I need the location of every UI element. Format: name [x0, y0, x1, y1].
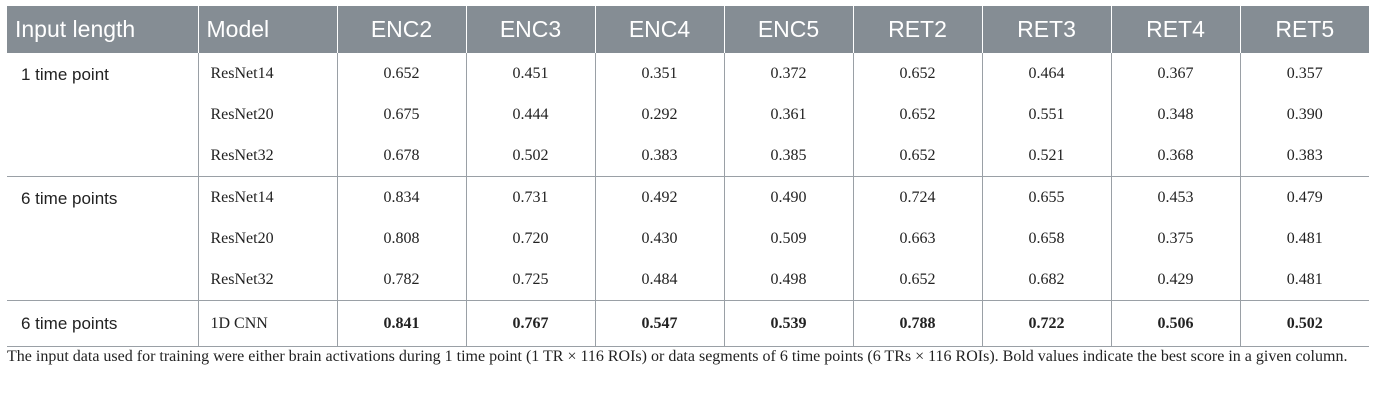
value-cell: 0.725 — [466, 259, 596, 301]
table-row: 1 time point ResNet14 0.652 0.451 0.351 … — [7, 53, 1369, 177]
table-row: ResNet20 0.808 0.720 0.430 0.509 0.663 0… — [7, 218, 1369, 259]
best-value-cell: 0.502 — [1240, 300, 1369, 347]
value-cell: 0.479 — [1240, 176, 1369, 218]
value-cell: 0.490 — [724, 176, 854, 218]
header-enc5: ENC5 — [724, 6, 854, 53]
table-row: ResNet20 0.675 0.444 0.292 0.361 0.652 0… — [7, 94, 1369, 135]
value-cell: 0.658 — [982, 218, 1112, 259]
value-cell: 0.444 — [466, 94, 596, 135]
header-ret4: RET4 — [1111, 6, 1241, 53]
results-table-container: Input length Model ENC2 ENC3 ENC4 ENC5 R… — [7, 6, 1369, 347]
value-cell: 0.372 — [724, 53, 854, 94]
best-value-cell: 0.841 — [337, 300, 467, 347]
table-row: ResNet32 0.678 0.502 0.383 0.385 0.652 0… — [7, 135, 1369, 177]
best-value-cell: 0.506 — [1111, 300, 1241, 347]
header-model: Model — [198, 6, 338, 53]
table-body: 1 time point ResNet14 0.652 0.451 0.351 … — [7, 53, 1369, 347]
model-cell: ResNet32 — [198, 135, 338, 177]
value-cell: 0.682 — [982, 259, 1112, 301]
value-cell: 0.430 — [595, 218, 725, 259]
value-cell: 0.484 — [595, 259, 725, 301]
table-header: Input length Model ENC2 ENC3 ENC4 ENC5 R… — [7, 6, 1369, 53]
value-cell: 0.368 — [1111, 135, 1241, 177]
table-caption: The input data used for training were ei… — [7, 348, 1348, 365]
value-cell: 0.367 — [1111, 53, 1241, 94]
value-cell: 0.481 — [1286, 270, 1323, 288]
header-input-length: Input length — [7, 6, 199, 53]
value-cell: 0.675 — [337, 94, 467, 135]
best-value-cell: 0.539 — [724, 300, 854, 347]
table-row: ResNet32 0.782 0.725 0.484 0.498 0.652 0… — [7, 259, 1369, 301]
value-cell: 0.652 — [853, 135, 983, 177]
header-enc2: ENC2 — [337, 6, 467, 53]
value-cell: 0.834 — [337, 176, 467, 218]
group-label: 1 time point — [7, 53, 199, 177]
model-cell: ResNet32 — [198, 259, 338, 301]
value-cell: 0.731 — [466, 176, 596, 218]
value-cell: 0.451 — [466, 53, 596, 94]
value-cell: 0.453 — [1111, 176, 1241, 218]
table-row: 6 time points ResNet14 0.834 0.731 0.492… — [7, 176, 1369, 301]
model-cell: ResNet20 — [198, 94, 338, 135]
best-value-cell: 0.547 — [595, 300, 725, 347]
best-value-cell: 0.722 — [982, 300, 1112, 347]
value-cell: 0.292 — [595, 94, 725, 135]
value-cell: 0.652 — [853, 259, 983, 301]
best-value-cell: 0.788 — [853, 300, 983, 347]
value-cell: 0.348 — [1111, 94, 1241, 135]
value-cell: 0.724 — [853, 176, 983, 218]
value-cell: 0.429 — [1111, 259, 1241, 301]
model-cell: ResNet20 — [198, 218, 338, 259]
value-cell: 0.385 — [724, 135, 854, 177]
value-cell: 0.652 — [853, 94, 983, 135]
best-value-cell: 0.767 — [466, 300, 596, 347]
value-cell: 0.502 — [466, 135, 596, 177]
value-cell: 0.652 — [853, 53, 983, 94]
model-cell: ResNet14 — [198, 176, 338, 218]
header-enc4: ENC4 — [595, 6, 725, 53]
value-cell: 0.383 — [595, 135, 725, 177]
model-cell: ResNet14 — [198, 53, 338, 94]
value-cell: 0.509 — [724, 218, 854, 259]
value-cell: 0.652 — [337, 53, 467, 94]
value-cell: 0.551 — [982, 94, 1112, 135]
value-cell: 0.481 — [1286, 229, 1323, 247]
value-cell: 0.678 — [337, 135, 467, 177]
value-cell: 0.375 — [1111, 218, 1241, 259]
value-cell: 0.782 — [337, 259, 467, 301]
table-row-best: 6 time points 1D CNN 0.841 0.767 0.547 0… — [7, 300, 1369, 347]
value-cell: 0.357 — [1286, 64, 1323, 82]
value-cell: 0.383 — [1286, 146, 1323, 164]
value-cell: 0.720 — [466, 218, 596, 259]
value-cell: 0.498 — [724, 259, 854, 301]
value-cell: 0.808 — [337, 218, 467, 259]
header-ret2: RET2 — [853, 6, 983, 53]
header-ret5: RET5 — [1240, 6, 1369, 53]
value-cell: 0.655 — [982, 176, 1112, 218]
header-ret3: RET3 — [982, 6, 1112, 53]
value-cell: 0.361 — [724, 94, 854, 135]
value-cell: 0.521 — [982, 135, 1112, 177]
value-cell: 0.351 — [595, 53, 725, 94]
model-cell: 1D CNN — [198, 300, 338, 347]
group-label: 6 time points — [7, 176, 199, 301]
value-cell: 0.663 — [853, 218, 983, 259]
value-cell: 0.492 — [595, 176, 725, 218]
value-cell: 0.464 — [982, 53, 1112, 94]
header-enc3: ENC3 — [466, 6, 596, 53]
group-label: 6 time points — [7, 300, 199, 347]
value-cell: 0.390 — [1286, 105, 1323, 123]
results-table: Input length Model ENC2 ENC3 ENC4 ENC5 R… — [7, 6, 1369, 347]
